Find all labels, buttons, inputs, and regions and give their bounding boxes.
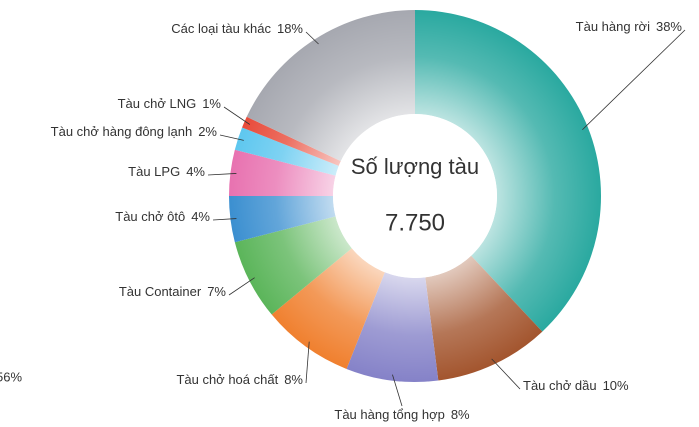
category-label: Tàu hàng rời — [576, 19, 650, 34]
slice-label: Tàu LPG 4% — [128, 164, 205, 179]
category-label: Tàu chở hoá chất — [176, 372, 278, 387]
value-label: 4% — [191, 209, 210, 224]
leader-line — [223, 106, 251, 125]
slice-label: Tàu chở hoá chất 8% — [176, 372, 303, 387]
value-label: 10% — [603, 378, 629, 393]
category-label: Các loại tàu khác — [171, 21, 271, 36]
leader-line — [212, 218, 237, 221]
category-label: Tàu LPG — [128, 164, 180, 179]
category-label: Tàu chở hàng đông lạnh — [51, 124, 193, 139]
leader-line — [582, 29, 686, 131]
category-label: Tàu hàng tổng hợp — [334, 407, 444, 422]
value-label: 8% — [284, 372, 303, 387]
labels: Tàu hàng rời 38% Tàu chở dầu 10% Tàu hàng tổ… — [51, 19, 686, 422]
donut-hole — [333, 114, 497, 278]
value-label: 8% — [451, 407, 470, 422]
category-label: Tàu chở dầu — [523, 378, 597, 393]
slice-label: Tàu chở dầu 10% — [523, 378, 629, 393]
center-value: 7.750 — [385, 209, 445, 236]
leader-line — [305, 31, 319, 45]
annotation: 56% — [0, 369, 22, 384]
value-label: 1% — [202, 96, 221, 111]
leader-line — [228, 277, 255, 296]
value-label: 38% — [656, 19, 682, 34]
category-label: Tàu chở LNG — [118, 96, 197, 111]
slice-label: Các loại tàu khác 18% — [171, 21, 303, 36]
value-label: 18% — [277, 21, 303, 36]
slice-label: Tàu hàng rời 38% — [576, 19, 683, 34]
slice-label: Tàu chở hàng đông lạnh 2% — [51, 124, 218, 139]
slice-label: Tàu chở LNG 1% — [118, 96, 222, 111]
leader-line — [392, 374, 403, 407]
center-title: Số lượng tàu — [351, 154, 479, 179]
leader-line — [219, 134, 244, 141]
value-label: 2% — [198, 124, 217, 139]
value-label: 4% — [186, 164, 205, 179]
category-label: Tàu chở ôtô — [115, 209, 185, 224]
slice-label: Tàu Container 7% — [119, 284, 227, 299]
leader-line — [305, 341, 310, 384]
leader-line — [491, 358, 521, 390]
slice-label: Tàu chở ôtô 4% — [115, 209, 210, 224]
slice-label: Tàu hàng tổng hợp 8% — [334, 407, 470, 422]
value-label: 7% — [207, 284, 226, 299]
leader-line — [207, 173, 237, 176]
category-label: Tàu Container — [119, 284, 202, 299]
